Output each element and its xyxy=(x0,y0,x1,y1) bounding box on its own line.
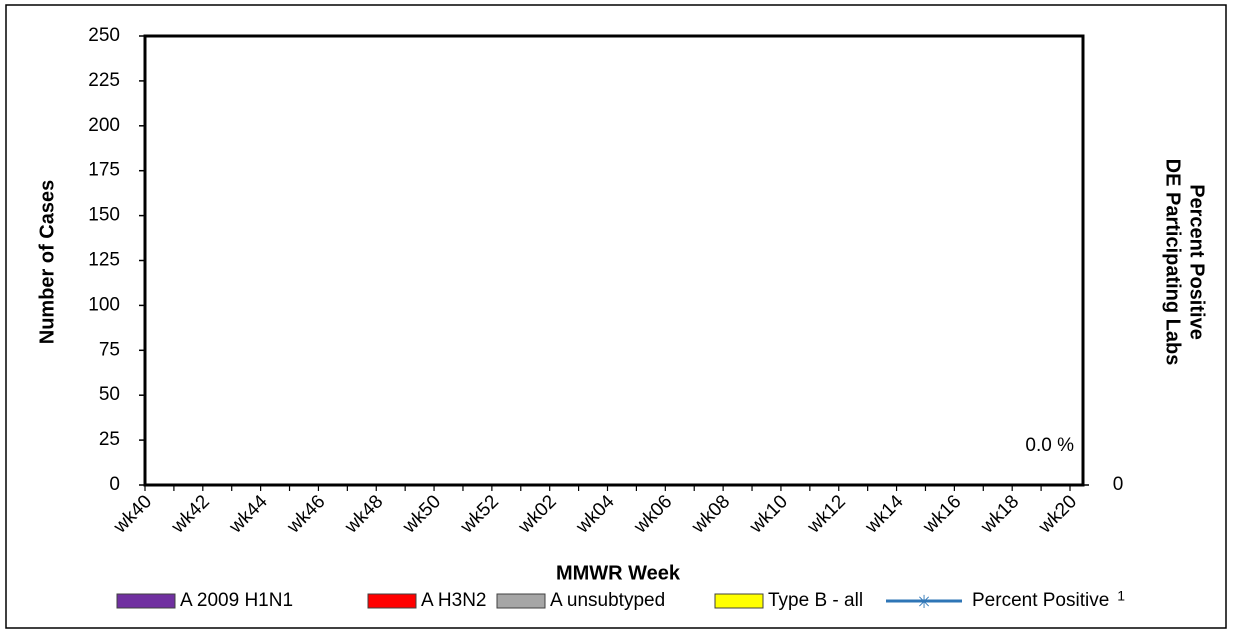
legend-footnote: 1 xyxy=(1117,588,1125,604)
legend-swatch xyxy=(496,593,546,609)
y-tick-label: 50 xyxy=(99,384,120,405)
y2-axis-title: Percent Positive xyxy=(1186,184,1208,340)
legend-label: A 2009 H1N1 xyxy=(180,590,293,611)
legend-swatch xyxy=(116,593,176,609)
y2-axis-title: DE Participating Labs xyxy=(1162,159,1184,366)
y-tick-label: 250 xyxy=(88,25,120,46)
legend-marker: ✳ xyxy=(916,592,931,612)
legend-label: A unsubtyped xyxy=(550,590,665,611)
y-tick-label: 0 xyxy=(109,474,120,495)
y2-tick-label: 0 xyxy=(1113,474,1124,495)
plot-frame xyxy=(143,34,1085,487)
chart-frame xyxy=(5,4,1227,629)
legend-swatch xyxy=(367,593,417,609)
annotation: 0.0 % xyxy=(1025,435,1074,456)
y-tick-label: 200 xyxy=(88,115,120,136)
y-tick-label: 225 xyxy=(88,70,120,91)
y-tick-label: 100 xyxy=(88,294,120,315)
y-tick-label: 125 xyxy=(88,250,120,271)
legend-swatch xyxy=(714,593,764,609)
legend-label: Type B - all xyxy=(768,590,863,611)
x-axis-title: MMWR Week xyxy=(556,562,681,584)
y-tick-label: 75 xyxy=(99,339,120,360)
y-axis-title: Number of Cases xyxy=(36,180,58,345)
legend-label: Percent Positive xyxy=(972,590,1109,611)
y-tick-label: 175 xyxy=(88,160,120,181)
legend-label: A H3N2 xyxy=(421,590,486,611)
y-tick-label: 25 xyxy=(99,429,120,450)
y-tick-label: 150 xyxy=(88,205,120,226)
